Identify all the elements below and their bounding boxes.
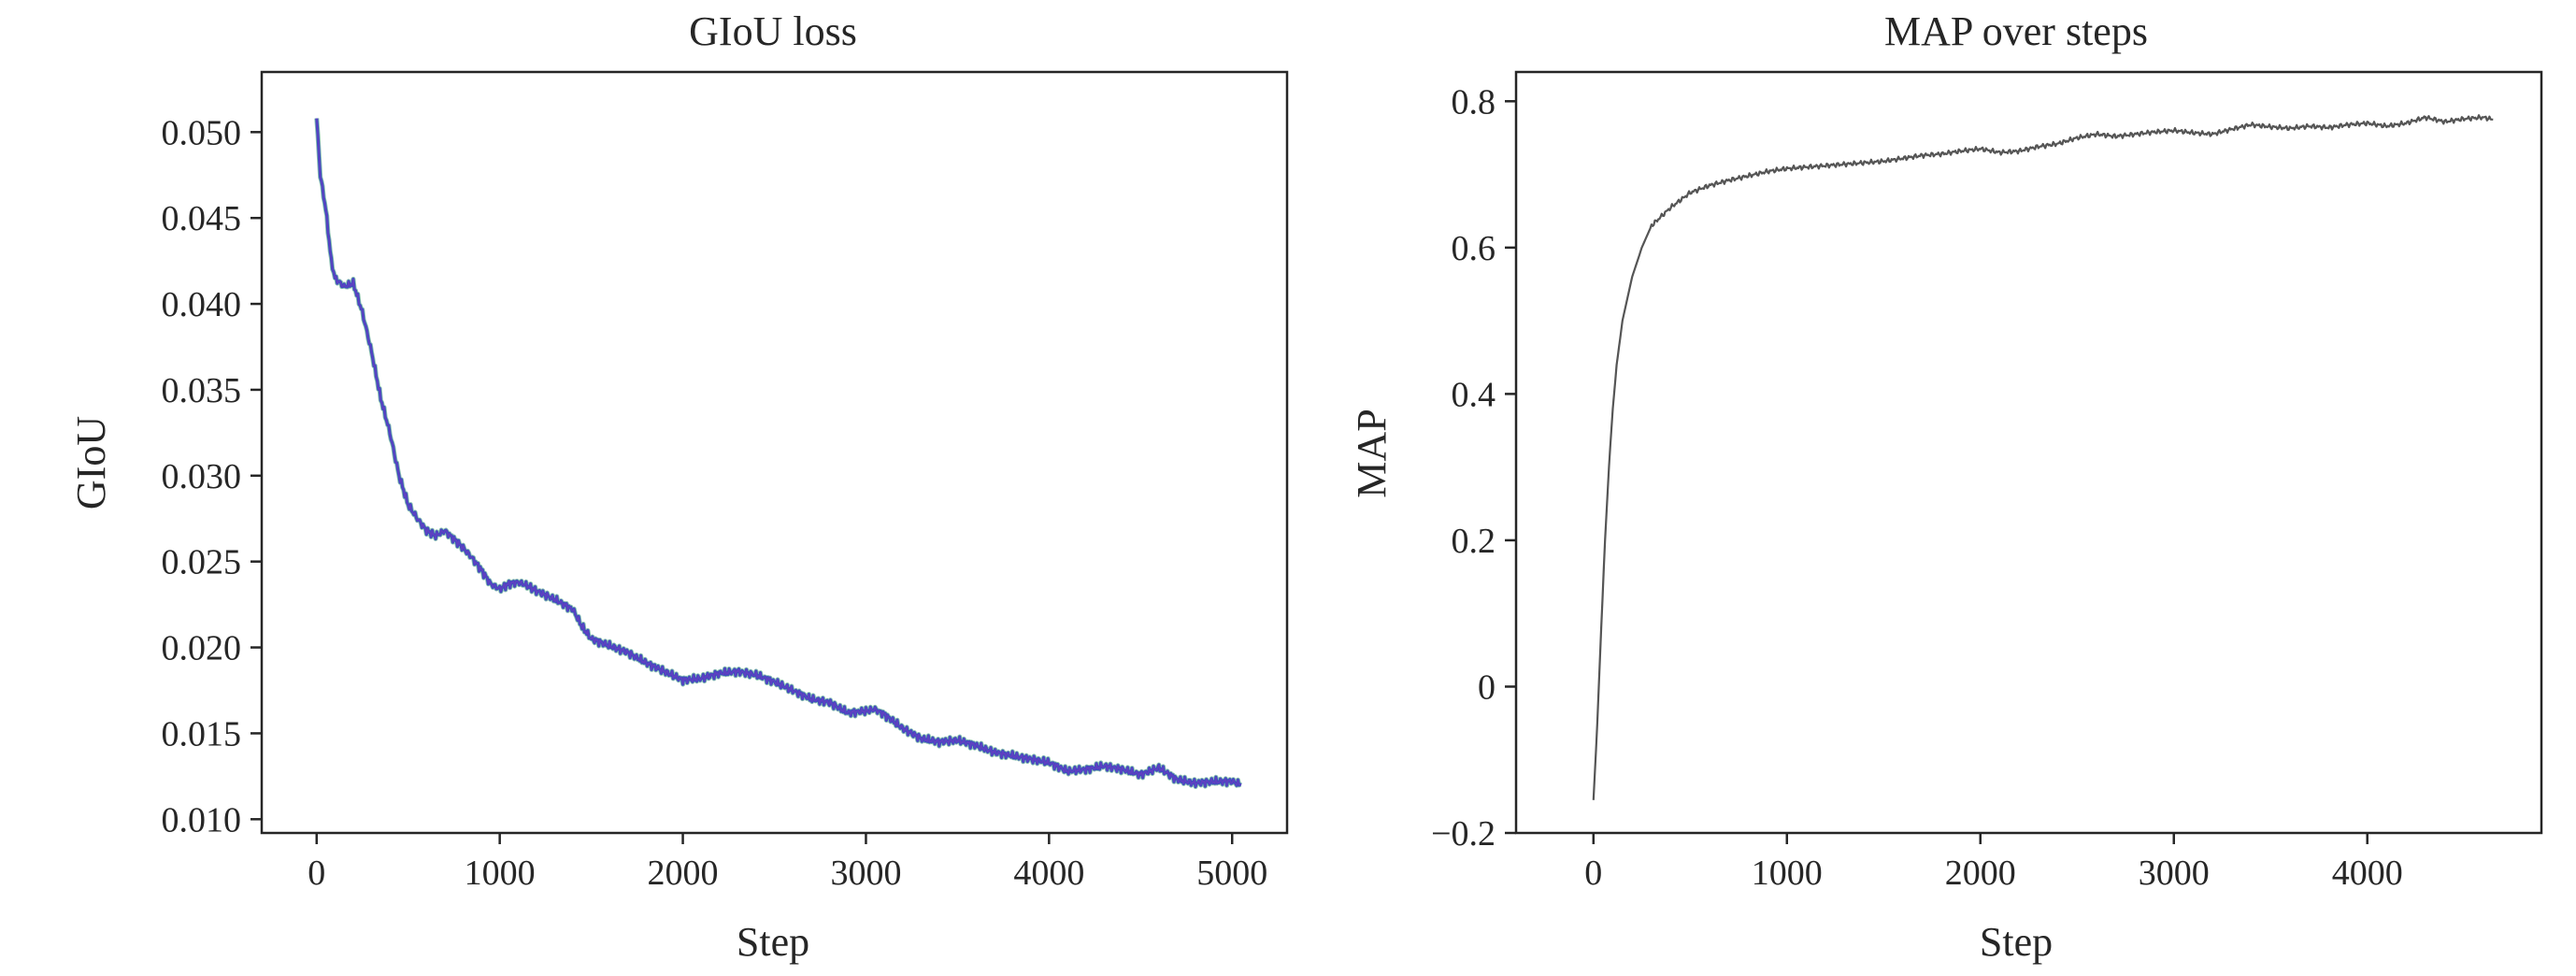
y-tick-label: 0.040	[162, 285, 242, 324]
series-line	[1592, 114, 2494, 800]
y-tick-label: 0.010	[162, 800, 242, 840]
x-tick-label: 1000	[465, 854, 536, 893]
giou-loss-chart: GIoU loss Step GIoU 0 1000 2000 3000 4000 500…	[68, 8, 1289, 965]
x-tick-label: 0	[1584, 854, 1602, 893]
x-tick-label: 5000	[1196, 854, 1267, 893]
x-axis-label: Step	[737, 919, 809, 965]
y-axis-label: MAP	[1349, 409, 1395, 497]
y-tick-label: −0.2	[1431, 814, 1496, 854]
y-axis-label: GIoU	[68, 416, 114, 510]
y-tick-label: 0.025	[162, 543, 242, 582]
y-tick-label: 0.050	[162, 113, 242, 152]
y-tick-label: 0.030	[162, 457, 242, 496]
chart-title: GIoU loss	[689, 8, 857, 54]
axis-ticks: 0 1000 2000 3000 4000 5000 0.010 0.015 0.020 0.02…	[162, 113, 1268, 893]
x-tick-label: 2000	[648, 854, 719, 893]
y-tick-label: 0	[1478, 667, 1496, 707]
y-tick-label: 0.020	[162, 629, 242, 668]
x-tick-label: 3000	[2139, 854, 2210, 893]
x-tick-label: 4000	[2332, 854, 2403, 893]
y-tick-label: 0.2	[1452, 522, 1496, 561]
y-tick-label: 0.035	[162, 371, 242, 410]
data-series	[314, 118, 1243, 789]
plot-area-frame	[1514, 70, 2543, 835]
series-line	[315, 118, 1242, 789]
y-tick-label: 0.6	[1452, 229, 1496, 268]
map-over-steps-chart: MAP over steps Step MAP 0 1000 2000 3000 400…	[1349, 8, 2543, 965]
x-tick-label: 1000	[1752, 854, 1823, 893]
y-tick-label: 0.045	[162, 199, 242, 238]
axis-ticks: 0 1000 2000 3000 4000 −0.2 0 0.2 0.4 0.6 0.8	[1431, 82, 2403, 893]
chart-title: MAP over steps	[1884, 8, 2148, 54]
y-tick-label: 0.015	[162, 714, 242, 754]
x-tick-label: 3000	[830, 854, 901, 893]
data-series	[1592, 114, 2494, 800]
x-axis-label: Step	[1980, 919, 2053, 965]
y-tick-label: 0.8	[1452, 82, 1496, 122]
y-tick-label: 0.4	[1452, 375, 1496, 414]
x-tick-label: 0	[308, 854, 325, 893]
x-tick-label: 4000	[1013, 854, 1084, 893]
series-line-highlight	[316, 118, 1242, 788]
plot-area-frame	[260, 70, 1289, 835]
x-tick-label: 2000	[1945, 854, 2016, 893]
